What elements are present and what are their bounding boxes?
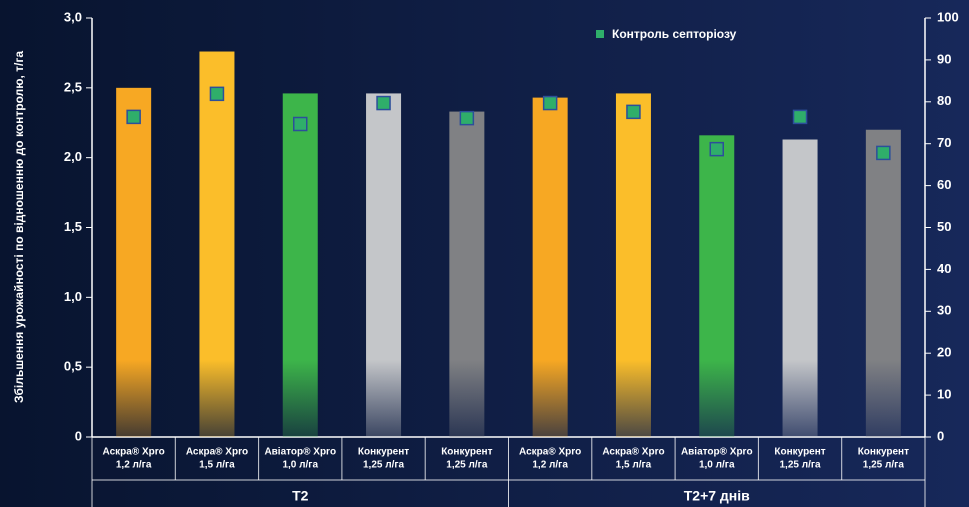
x-tick-label: Авіатор® Xpro (264, 447, 336, 458)
y2-tick-label: 50 (937, 219, 951, 234)
y2-tick-label: 70 (937, 135, 951, 150)
x-tick-label: Авіатор® Xpro (681, 447, 753, 458)
x-tick-label: 1,25 л/га (863, 460, 905, 471)
bar (199, 51, 235, 438)
marker (876, 145, 891, 161)
bar (116, 87, 152, 437)
y2-tick-label: 20 (937, 345, 951, 360)
marker (792, 109, 808, 125)
x-tick-label: Аскра® Xpro (186, 447, 248, 458)
bar (282, 93, 318, 438)
y-tick-label: 1,5 (64, 219, 82, 234)
marker (542, 95, 558, 111)
x-tick-label: Конкурент (441, 447, 492, 458)
x-tick-label: Аскра® Xpro (519, 447, 581, 458)
marker (459, 110, 475, 126)
y2-tick-label: 60 (937, 177, 951, 192)
y2-tick-label: 0 (937, 428, 944, 443)
x-tick-label: 1,2 л/га (532, 460, 568, 471)
x-tick-label: Конкурент (858, 447, 909, 458)
bar (366, 93, 402, 438)
y2-tick-label: 30 (937, 303, 951, 318)
x-tick-label: 1,25 л/га (779, 460, 821, 471)
y2-tick-label: 10 (937, 387, 951, 402)
x-tick-label: 1,0 л/га (699, 460, 735, 471)
bar (699, 135, 735, 437)
x-tick-label: 1,5 л/га (616, 460, 652, 471)
bar (449, 111, 485, 438)
marker (293, 116, 308, 132)
group-label: T2+7 днів (684, 488, 750, 504)
x-tick-label: 1,25 л/га (446, 460, 488, 471)
y-tick-label: 1,0 (64, 289, 82, 304)
group-label: T2 (292, 488, 309, 504)
x-tick-label: Аскра® Xpro (103, 447, 165, 458)
marker (709, 141, 724, 157)
y-tick-label: 2,0 (64, 149, 82, 164)
y-tick-label: 0,5 (64, 359, 82, 374)
bar (532, 97, 568, 438)
legend-label: Контроль септоріозу (612, 27, 737, 41)
marker (209, 86, 225, 102)
bar (782, 139, 818, 437)
x-tick-label: 1,5 л/га (199, 460, 235, 471)
x-tick-label: 1,0 л/га (282, 460, 318, 471)
x-tick-label: Конкурент (358, 447, 409, 458)
y2-tick-label: 100 (937, 9, 959, 24)
x-tick-label: 1,25 л/га (363, 460, 405, 471)
y-tick-label: 2,5 (64, 79, 82, 94)
y-axis-label: Збільшення урожайності по відношенню до … (12, 51, 26, 403)
bar (615, 93, 651, 438)
x-tick-label: 1,2 л/га (116, 460, 152, 471)
marker (126, 109, 141, 125)
marker (376, 95, 391, 111)
y2-tick-label: 90 (937, 51, 951, 66)
y-tick-label: 3,0 (64, 9, 82, 24)
x-tick-label: Конкурент (774, 447, 825, 458)
marker (626, 104, 641, 120)
bar (865, 129, 901, 437)
legend-swatch (596, 30, 604, 38)
y-tick-label: 0 (75, 428, 82, 443)
x-tick-label: Аскра® Xpro (602, 447, 664, 458)
y2-tick-label: 80 (937, 93, 951, 108)
y2-tick-label: 40 (937, 261, 951, 276)
